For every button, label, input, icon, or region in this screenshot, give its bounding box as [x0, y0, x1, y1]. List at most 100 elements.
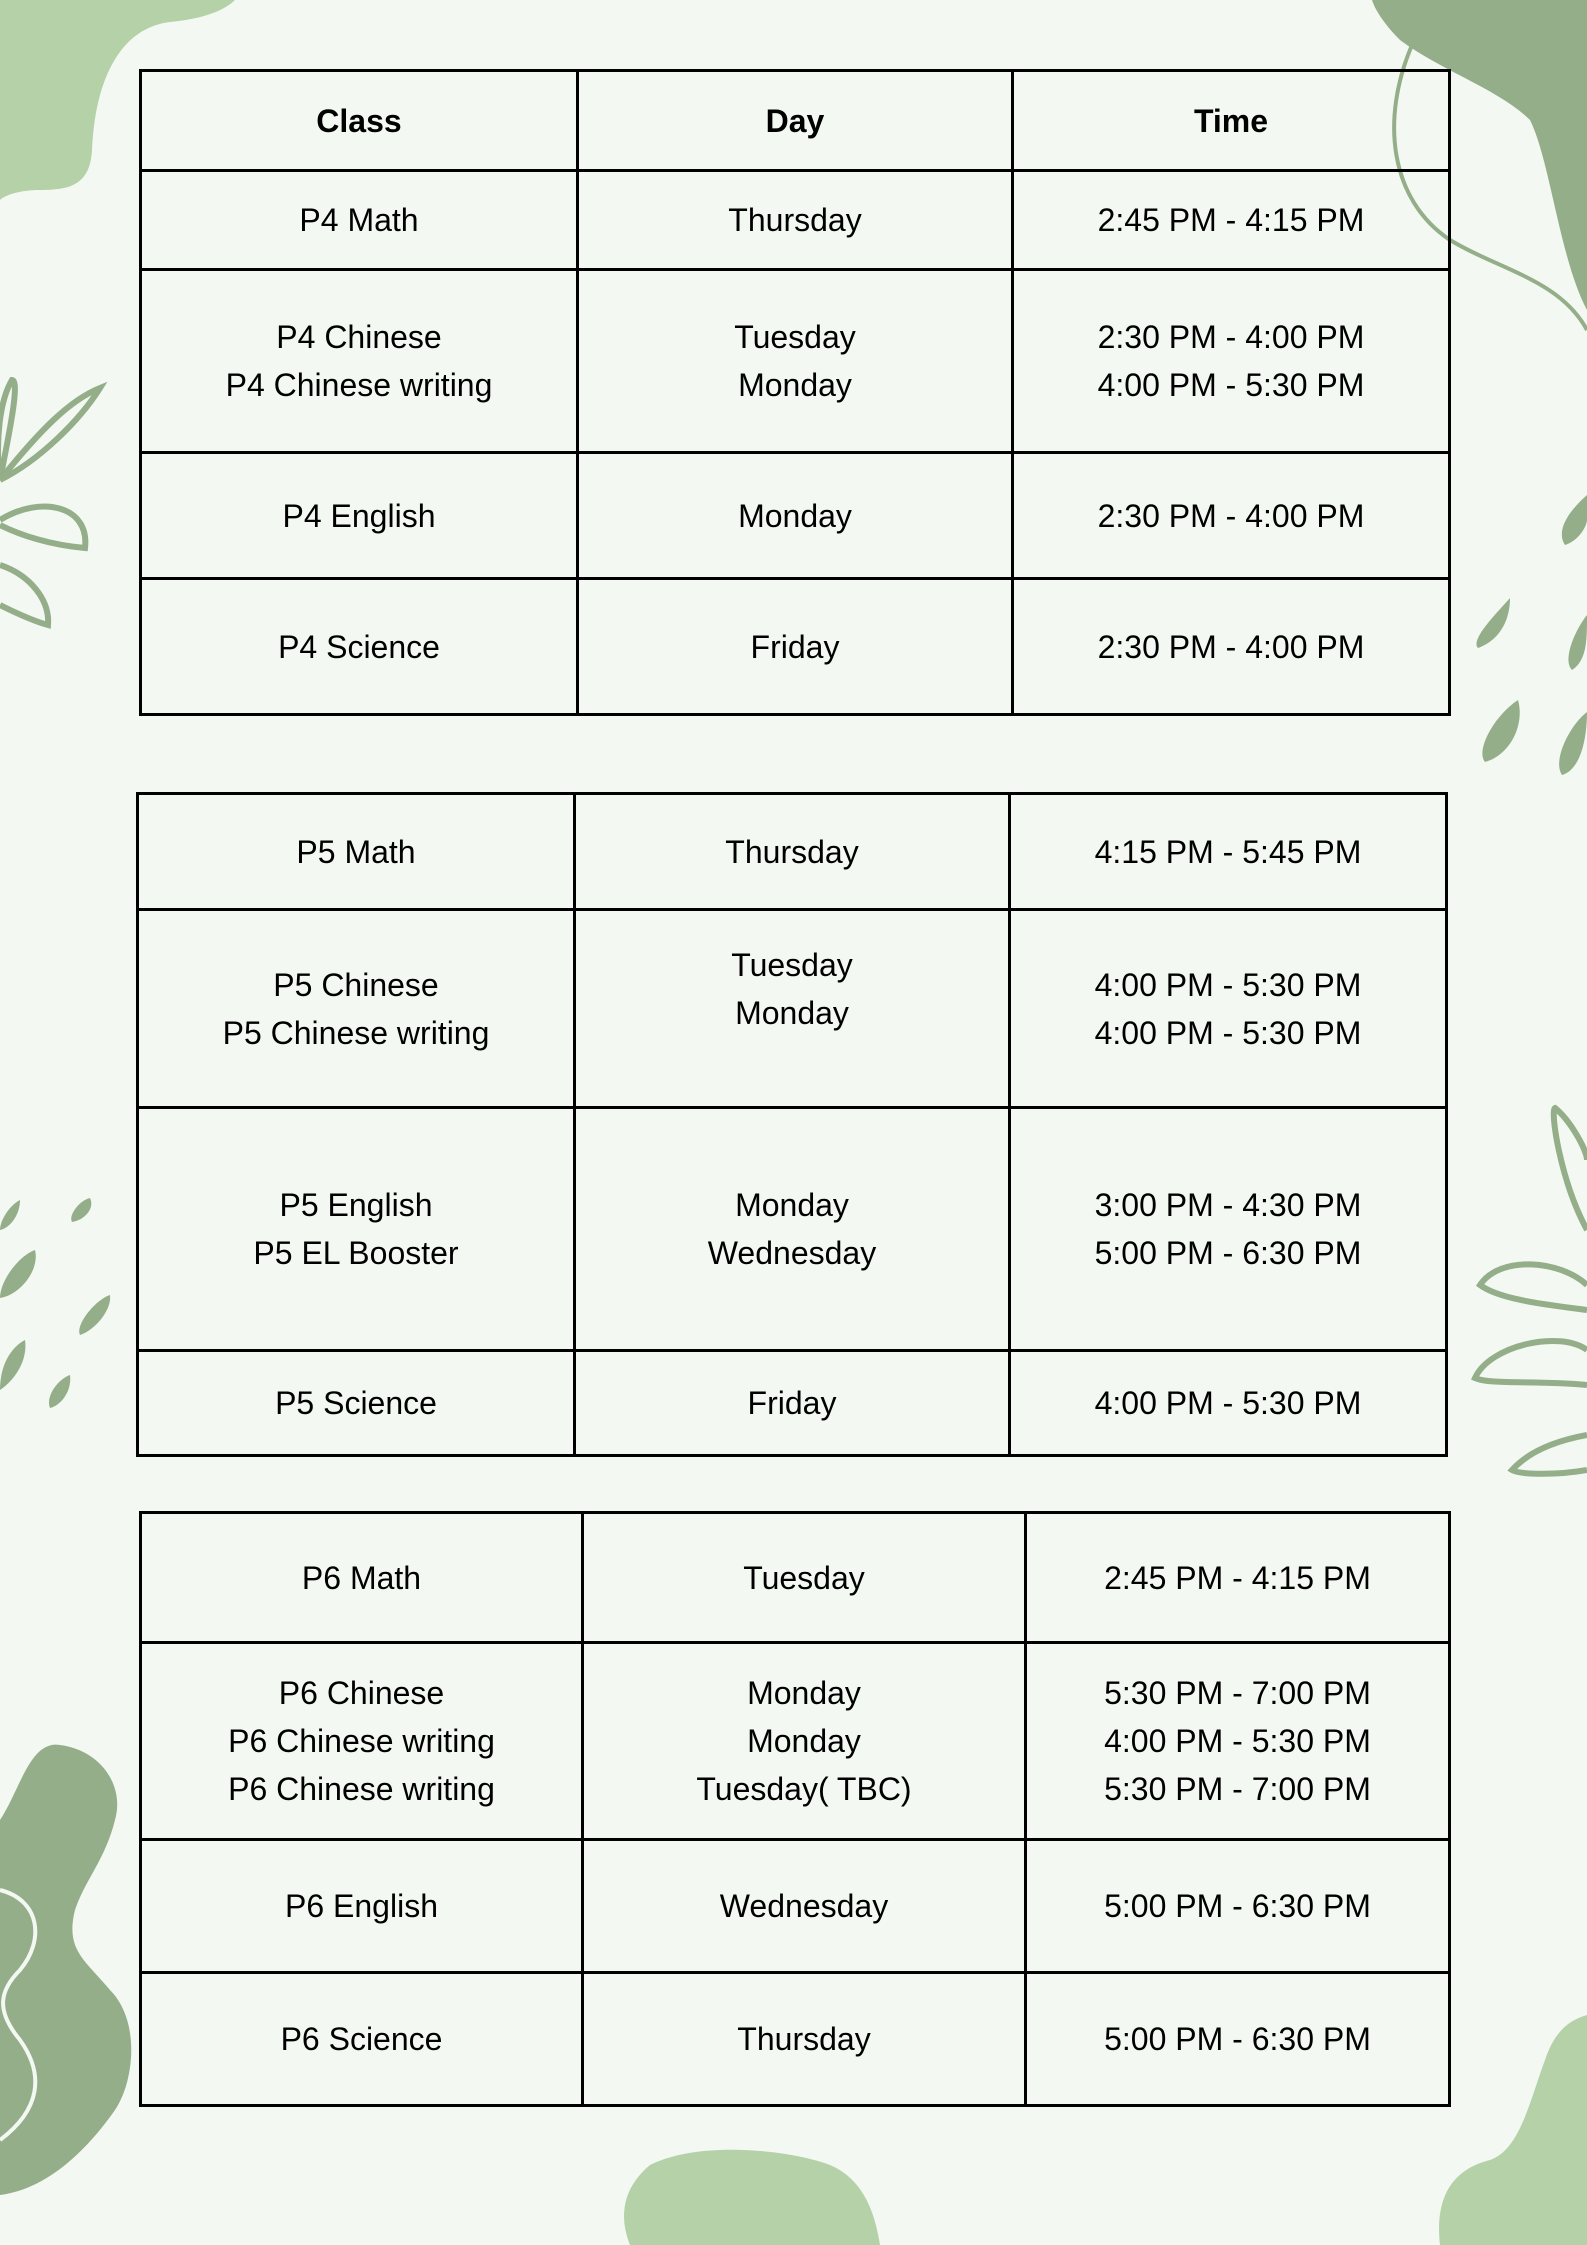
- time-cell: 4:00 PM - 5:30 PM: [1008, 1349, 1448, 1457]
- day-cell: Monday: [576, 451, 1014, 580]
- day-text: Monday: [747, 1723, 861, 1759]
- leaf-sprig-right: [1471, 1104, 1587, 1477]
- class-text: P5 Chinese writing: [222, 1014, 490, 1051]
- time-text: 4:00 PM - 5:30 PM: [1094, 1014, 1362, 1051]
- day-cell: Monday Monday Tuesday( TBC): [581, 1641, 1027, 1841]
- day-cell: Wednesday: [581, 1838, 1027, 1974]
- time-text: 4:00 PM - 5:30 PM: [1094, 966, 1362, 1003]
- leaf-drops-left: [0, 1198, 111, 1408]
- day-text: Wednesday: [719, 1888, 889, 1924]
- day-cell: Tuesday Monday: [573, 908, 1011, 1109]
- time-cell: 2:45 PM - 4:15 PM: [1024, 1511, 1451, 1644]
- day-text: Friday: [747, 1385, 837, 1421]
- day-text: Tuesday: [743, 1559, 865, 1596]
- time-text: 2:30 PM - 4:00 PM: [1097, 628, 1365, 665]
- day-text: Thursday: [725, 833, 859, 870]
- class-cell: P4 Science: [139, 577, 579, 716]
- table-header-row: Class Day Time: [139, 69, 1451, 172]
- time-text: 5:00 PM - 6:30 PM: [1094, 1235, 1362, 1271]
- day-cell: Friday: [576, 577, 1014, 716]
- time-text: 4:00 PM - 5:30 PM: [1094, 1385, 1362, 1421]
- class-text: P5 Math: [296, 833, 416, 870]
- class-cell: P4 Math: [139, 169, 579, 271]
- table-row: P5 Science Friday 4:00 PM - 5:30 PM: [136, 1349, 1448, 1457]
- day-text: Monday: [738, 497, 852, 534]
- header-day: Day: [576, 69, 1014, 172]
- time-text: 2:30 PM - 4:00 PM: [1097, 319, 1365, 355]
- class-cell: P6 Science: [139, 1971, 584, 2107]
- class-text: P6 Math: [301, 1559, 422, 1596]
- day-cell: Friday: [573, 1349, 1011, 1457]
- day-cell: Tuesday: [581, 1511, 1027, 1644]
- class-text: P5 Science: [275, 1385, 437, 1421]
- class-text: P6 English: [285, 1888, 438, 1924]
- time-text: 5:30 PM - 7:00 PM: [1104, 1771, 1371, 1807]
- schedule-table-1: Class Day Time P4 Math Thursday 2:45 PM - 4:1…: [139, 69, 1451, 716]
- time-cell: 4:15 PM - 5:45 PM: [1008, 792, 1448, 911]
- time-text: 4:00 PM - 5:30 PM: [1104, 1723, 1371, 1759]
- day-text: Monday: [747, 1675, 861, 1711]
- table-row: P6 Math Tuesday 2:45 PM - 4:15 PM: [139, 1511, 1451, 1644]
- schedule-table-2: P5 Math Thursday 4:15 PM - 5:45 PM P5 Chine…: [136, 792, 1448, 1457]
- table-row: P5 Math Thursday 4:15 PM - 5:45 PM: [136, 792, 1448, 911]
- class-cell: P6 Chinese P6 Chinese writing P6 Chinese w…: [139, 1641, 584, 1841]
- class-text: P6 Chinese writing: [228, 1723, 495, 1759]
- time-text: 2:30 PM - 4:00 PM: [1097, 497, 1365, 534]
- class-text: P4 Chinese writing: [225, 367, 493, 403]
- class-text: P4 English: [282, 497, 436, 534]
- table-row: P4 Math Thursday 2:45 PM - 4:15 PM: [139, 169, 1451, 271]
- table-row: P6 Chinese P6 Chinese writing P6 Chinese w…: [139, 1641, 1451, 1841]
- day-cell: Thursday: [573, 792, 1011, 911]
- class-text: P6 Chinese: [278, 1675, 445, 1711]
- day-text: Tuesday: [731, 946, 853, 983]
- day-cell: Tuesday Monday: [576, 268, 1014, 454]
- header-time: Time: [1011, 69, 1451, 172]
- class-cell: P4 Chinese P4 Chinese writing: [139, 268, 579, 454]
- day-text: Monday: [738, 367, 852, 403]
- day-text: Friday: [750, 628, 840, 665]
- class-cell: P5 Math: [136, 792, 576, 911]
- day-cell: Thursday: [576, 169, 1014, 271]
- class-cell: P4 English: [139, 451, 579, 580]
- table-row: P5 English P5 EL Booster Monday Wednesday 3:…: [136, 1106, 1448, 1352]
- blob-bottom-left: [0, 1744, 132, 2195]
- time-cell: 2:30 PM - 4:00 PM: [1011, 451, 1451, 580]
- class-text: P4 Science: [278, 628, 440, 665]
- class-cell: P5 English P5 EL Booster: [136, 1106, 576, 1352]
- class-text: P6 Chinese writing: [228, 1771, 495, 1807]
- blob-bottom-right: [1439, 2015, 1587, 2245]
- time-text: 5:00 PM - 6:30 PM: [1104, 1888, 1371, 1924]
- table-row: P4 Science Friday 2:30 PM - 4:00 PM: [139, 577, 1451, 716]
- table-row: P6 Science Thursday 5:00 PM - 6:30 PM: [139, 1971, 1451, 2107]
- day-text: Tuesday( TBC): [696, 1771, 912, 1807]
- day-text: Monday: [735, 1187, 849, 1223]
- time-cell: 4:00 PM - 5:30 PM 4:00 PM - 5:30 PM: [1008, 908, 1448, 1109]
- class-cell: P6 English: [139, 1838, 584, 1974]
- table-row: P4 Chinese P4 Chinese writing Tuesday Monda…: [139, 268, 1451, 454]
- class-cell: P5 Chinese P5 Chinese writing: [136, 908, 576, 1109]
- day-cell: Monday Wednesday: [573, 1106, 1011, 1352]
- day-cell: Thursday: [581, 1971, 1027, 2107]
- blob-bottom-center: [624, 2149, 880, 2245]
- table-row: P4 English Monday 2:30 PM - 4:00 PM: [139, 451, 1451, 580]
- schedule-table-3: P6 Math Tuesday 2:45 PM - 4:15 PM P6 Chines…: [139, 1511, 1451, 2107]
- class-text: P5 EL Booster: [253, 1235, 459, 1271]
- class-text: P5 English: [279, 1187, 433, 1223]
- time-cell: 3:00 PM - 4:30 PM 5:00 PM - 6:30 PM: [1008, 1106, 1448, 1352]
- day-text: Thursday: [737, 2021, 871, 2057]
- class-text: P4 Chinese: [276, 319, 442, 355]
- time-cell: 5:00 PM - 6:30 PM: [1024, 1838, 1451, 1974]
- time-text: 4:00 PM - 5:30 PM: [1097, 367, 1365, 403]
- time-text: 4:15 PM - 5:45 PM: [1094, 833, 1362, 870]
- leaf-sprig-left: [0, 376, 108, 629]
- time-cell: 5:00 PM - 6:30 PM: [1024, 1971, 1451, 2107]
- blob-top-right: [1372, 0, 1587, 310]
- time-text: 5:30 PM - 7:00 PM: [1104, 1675, 1371, 1711]
- class-text: P5 Chinese: [273, 966, 439, 1003]
- header-class: Class: [139, 69, 579, 172]
- leaf-drops-right: [1476, 495, 1587, 775]
- vine-bottom-left: [0, 1888, 38, 2142]
- table-row: P5 Chinese P5 Chinese writing Tuesday Monda…: [136, 908, 1448, 1109]
- time-cell: 2:30 PM - 4:00 PM 4:00 PM - 5:30 PM: [1011, 268, 1451, 454]
- day-text: Wednesday: [707, 1235, 877, 1271]
